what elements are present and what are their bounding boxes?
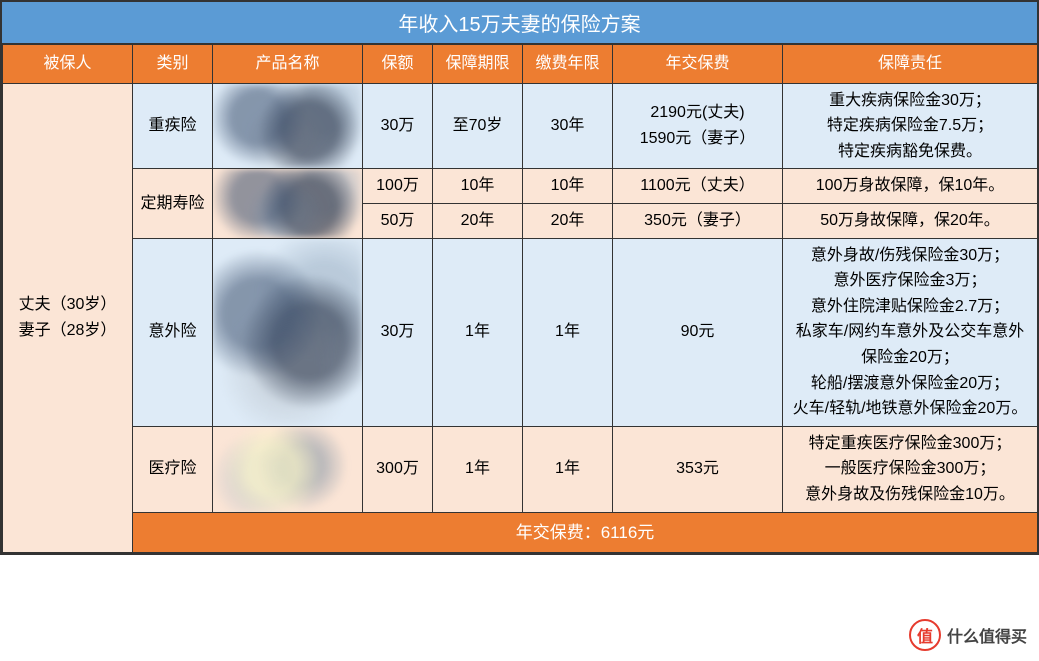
paytime-cell: 20年 <box>523 203 613 238</box>
col-paytime: 缴费年限 <box>523 45 613 84</box>
product-cell-redacted <box>213 83 363 169</box>
period-cell: 1年 <box>433 238 523 426</box>
premium-cell: 350元（妻子） <box>613 203 783 238</box>
table-row: 定期寿险 100万 10年 10年 1100元（丈夫） 100万身故保障，保10… <box>3 169 1038 204</box>
table-row: 丈夫（30岁） 妻子（28岁） 重疾险 30万 至70岁 30年 2190元(丈… <box>3 83 1038 169</box>
watermark: 值 什么值得买 <box>909 619 1027 651</box>
amount-cell: 100万 <box>363 169 433 204</box>
insured-cell: 丈夫（30岁） 妻子（28岁） <box>3 83 133 552</box>
table-row: 医疗险 300万 1年 1年 353元 特定重疾医疗保险金300万； 一般医疗保… <box>3 426 1038 512</box>
paytime-cell: 1年 <box>523 426 613 512</box>
category-cell: 意外险 <box>133 238 213 426</box>
watermark-badge-icon: 值 <box>909 619 941 651</box>
period-cell: 20年 <box>433 203 523 238</box>
insurance-plan-table: 年收入15万夫妻的保险方案 被保人 类别 产品名称 保额 保障期限 缴费年限 年… <box>0 0 1039 555</box>
amount-cell: 30万 <box>363 83 433 169</box>
duty-cell: 重大疾病保险金30万； 特定疾病保险金7.5万； 特定疾病豁免保费。 <box>783 83 1038 169</box>
premium-cell: 353元 <box>613 426 783 512</box>
premium-cell: 1100元（丈夫） <box>613 169 783 204</box>
duty-cell: 50万身故保障，保20年。 <box>783 203 1038 238</box>
period-cell: 至70岁 <box>433 83 523 169</box>
watermark-text: 什么值得买 <box>947 623 1027 647</box>
col-product: 产品名称 <box>213 45 363 84</box>
col-premium: 年交保费 <box>613 45 783 84</box>
footer-row: 年交保费：6116元 <box>3 512 1038 552</box>
period-cell: 10年 <box>433 169 523 204</box>
table-title: 年收入15万夫妻的保险方案 <box>2 2 1037 44</box>
paytime-cell: 1年 <box>523 238 613 426</box>
paytime-cell: 10年 <box>523 169 613 204</box>
amount-cell: 30万 <box>363 238 433 426</box>
duty-cell: 特定重疾医疗保险金300万； 一般医疗保险金300万； 意外身故及伤残保险金10… <box>783 426 1038 512</box>
period-cell: 1年 <box>433 426 523 512</box>
amount-cell: 300万 <box>363 426 433 512</box>
duty-cell: 意外身故/伤残保险金30万； 意外医疗保险金3万； 意外住院津贴保险金2.7万；… <box>783 238 1038 426</box>
col-period: 保障期限 <box>433 45 523 84</box>
premium-cell: 2190元(丈夫) 1590元（妻子） <box>613 83 783 169</box>
product-cell-redacted <box>213 238 363 426</box>
col-insured: 被保人 <box>3 45 133 84</box>
paytime-cell: 30年 <box>523 83 613 169</box>
category-cell: 定期寿险 <box>133 169 213 238</box>
product-cell-redacted <box>213 169 363 238</box>
category-cell: 医疗险 <box>133 426 213 512</box>
col-amount: 保额 <box>363 45 433 84</box>
product-cell-redacted <box>213 426 363 512</box>
footer-total: 年交保费：6116元 <box>133 512 1038 552</box>
amount-cell: 50万 <box>363 203 433 238</box>
col-category: 类别 <box>133 45 213 84</box>
header-row: 被保人 类别 产品名称 保额 保障期限 缴费年限 年交保费 保障责任 <box>3 45 1038 84</box>
category-cell: 重疾险 <box>133 83 213 169</box>
duty-cell: 100万身故保障，保10年。 <box>783 169 1038 204</box>
table-row: 意外险 30万 1年 1年 90元 意外身故/伤残保险金30万； 意外医疗保险金… <box>3 238 1038 426</box>
col-duty: 保障责任 <box>783 45 1038 84</box>
premium-cell: 90元 <box>613 238 783 426</box>
plan-table: 被保人 类别 产品名称 保额 保障期限 缴费年限 年交保费 保障责任 丈夫（30… <box>2 44 1038 553</box>
